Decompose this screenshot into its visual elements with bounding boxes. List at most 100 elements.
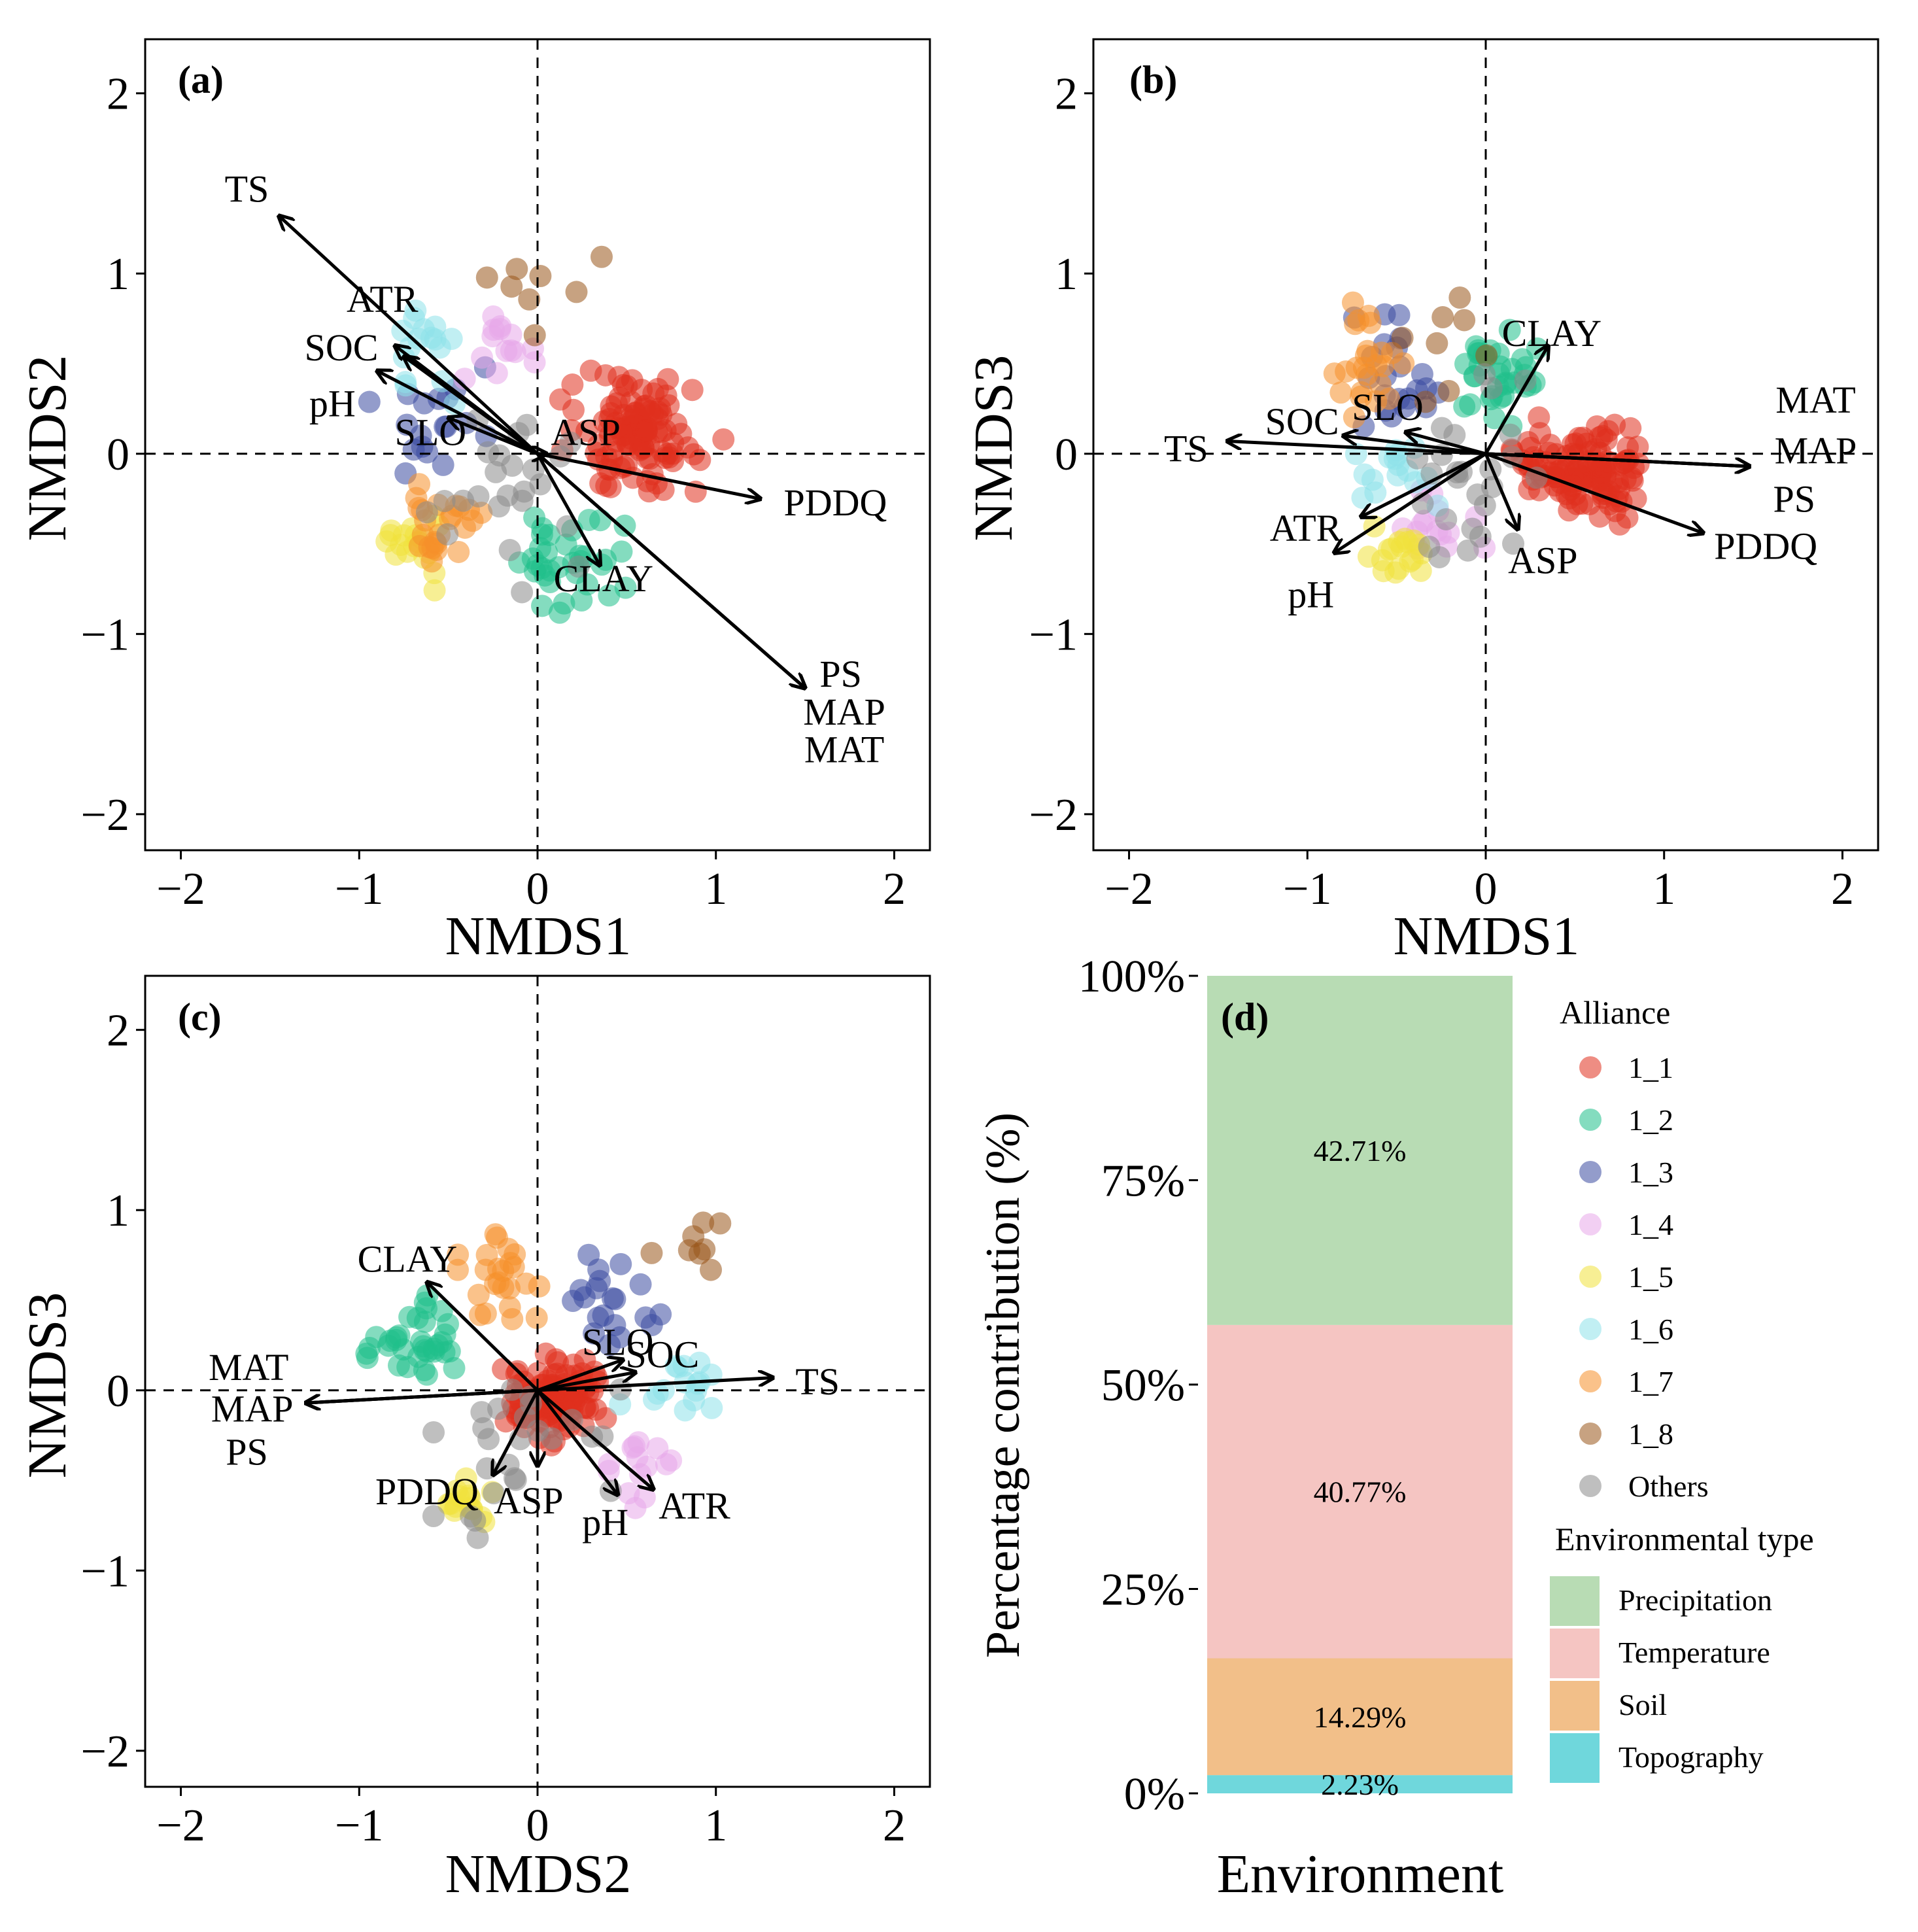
point-1_1 bbox=[549, 388, 572, 411]
vector-label-soc: SOC bbox=[625, 1334, 699, 1376]
point-1_8 bbox=[529, 265, 552, 288]
point-Others bbox=[498, 539, 521, 562]
point-1_5 bbox=[1401, 548, 1424, 571]
vector-slo bbox=[449, 418, 538, 456]
point-Others bbox=[415, 501, 438, 524]
point-1_1 bbox=[689, 449, 711, 472]
y-tick-label: 100% bbox=[1078, 952, 1185, 1002]
point-1_6 bbox=[1351, 487, 1374, 509]
point-1_1 bbox=[681, 379, 704, 402]
vector-label-mat: MAT bbox=[1775, 379, 1855, 421]
point-Others bbox=[477, 441, 500, 464]
x-axis-label-d: Environment bbox=[1217, 1844, 1504, 1905]
y-tick-label: −1 bbox=[81, 610, 129, 660]
legend-key-1_5 bbox=[1579, 1266, 1601, 1288]
x-tick-label: −1 bbox=[1283, 864, 1331, 914]
vector-label-ps: PS bbox=[226, 1430, 268, 1473]
y-tick-label: 1 bbox=[107, 249, 129, 300]
point-1_3 bbox=[409, 424, 432, 447]
x-tick-label: 2 bbox=[883, 864, 906, 914]
point-1_7 bbox=[1356, 339, 1379, 362]
point-1_8 bbox=[1414, 390, 1437, 413]
point-1_1 bbox=[579, 359, 602, 382]
point-1_8 bbox=[565, 281, 588, 303]
vector-label-ts: TS bbox=[225, 168, 269, 211]
point-1_1 bbox=[545, 1348, 568, 1371]
point-1_3 bbox=[629, 1273, 652, 1296]
y-tick-label: −2 bbox=[81, 790, 129, 840]
point-1_7 bbox=[498, 1296, 521, 1319]
vector-label-asp: ASP bbox=[551, 411, 620, 454]
point-1_6 bbox=[424, 315, 447, 338]
legend-key-others bbox=[1579, 1475, 1601, 1497]
y-axis-label-c: NMDS3 bbox=[17, 1292, 78, 1479]
panel-label-d: (d) bbox=[1221, 995, 1269, 1039]
panel-d: 2.23%14.29%40.77%42.71%0%25%50%75%100% (… bbox=[976, 952, 1513, 1905]
point-1_6 bbox=[688, 1351, 711, 1374]
point-1_3 bbox=[358, 390, 381, 413]
point-1_8 bbox=[700, 1258, 723, 1281]
x-tick-label: −2 bbox=[156, 1801, 205, 1851]
point-1_1 bbox=[561, 373, 584, 396]
vector-label-asp: ASP bbox=[1508, 539, 1577, 581]
legend-label-1_6: 1_6 bbox=[1628, 1313, 1673, 1346]
point-1_3 bbox=[604, 1288, 626, 1311]
point-1_2 bbox=[598, 584, 621, 607]
point-1_2 bbox=[443, 1356, 466, 1379]
legend-label-1_1: 1_1 bbox=[1628, 1051, 1673, 1084]
point-1_7 bbox=[486, 1226, 509, 1249]
point-1_2 bbox=[1498, 319, 1521, 341]
point-1_2 bbox=[1459, 393, 1482, 416]
legend: Alliance 1_11_21_31_41_51_61_71_8Others … bbox=[1550, 994, 1814, 1783]
bar-segment-soil bbox=[1207, 1658, 1513, 1776]
legend-key-1_3 bbox=[1579, 1161, 1601, 1183]
x-tick-label: 1 bbox=[1653, 864, 1675, 914]
vector-clay bbox=[536, 453, 600, 566]
point-1_3 bbox=[589, 1269, 611, 1292]
point-1_7 bbox=[447, 540, 470, 563]
point-1_8 bbox=[709, 1212, 732, 1235]
point-1_3 bbox=[432, 453, 454, 476]
legend-key-1_1 bbox=[1579, 1056, 1601, 1078]
legend-key-1_7 bbox=[1579, 1370, 1601, 1392]
point-1_1 bbox=[621, 369, 643, 392]
point-1_7 bbox=[487, 1271, 510, 1294]
point-1_8 bbox=[1426, 332, 1448, 354]
panel-b: −2 −1 0 1 2 −2 −1 0 1 2 TS SOC SLO CLAY ATR pH ASP MAT MA… bbox=[963, 38, 1879, 967]
point-Others bbox=[483, 1482, 505, 1505]
point-1_4 bbox=[598, 1453, 621, 1475]
point-1_6 bbox=[700, 1396, 723, 1419]
bar-segment-precipitation bbox=[1207, 976, 1513, 1325]
x-tick-label: 1 bbox=[704, 864, 727, 914]
vector-label-soc: SOC bbox=[305, 326, 379, 369]
vector-slo bbox=[537, 1360, 623, 1392]
point-Others bbox=[609, 1378, 632, 1401]
legend-label-temperature: Temperature bbox=[1618, 1636, 1770, 1669]
y-tick-label: 0 bbox=[1055, 430, 1078, 480]
legend-key-precipitation bbox=[1550, 1576, 1600, 1626]
point-1_1 bbox=[1619, 417, 1642, 440]
point-1_1 bbox=[712, 428, 735, 451]
legend-key-1_2 bbox=[1579, 1109, 1601, 1131]
point-Others bbox=[487, 1397, 510, 1420]
bar-label-precipitation: 42.71% bbox=[1314, 1134, 1407, 1167]
x-axis-label-a: NMDS1 bbox=[445, 906, 632, 967]
vector-ph bbox=[377, 371, 539, 455]
point-1_5 bbox=[1372, 560, 1395, 583]
point-1_2 bbox=[430, 1300, 453, 1322]
vector-label-pddq: PDDQ bbox=[783, 481, 887, 524]
bar-label-soil: 14.29% bbox=[1314, 1700, 1407, 1734]
point-1_3 bbox=[640, 1314, 663, 1337]
y-tick-label: 2 bbox=[107, 69, 129, 120]
y-tick-label: 0% bbox=[1124, 1769, 1185, 1820]
point-1_8 bbox=[640, 1241, 663, 1264]
point-1_7 bbox=[1350, 385, 1373, 408]
point-1_2 bbox=[413, 1358, 436, 1381]
point-1_5 bbox=[423, 579, 446, 602]
points-layer-a bbox=[358, 245, 735, 624]
point-1_7 bbox=[1344, 313, 1367, 336]
point-1_1 bbox=[597, 419, 620, 441]
legend-label-others: Others bbox=[1628, 1470, 1709, 1503]
